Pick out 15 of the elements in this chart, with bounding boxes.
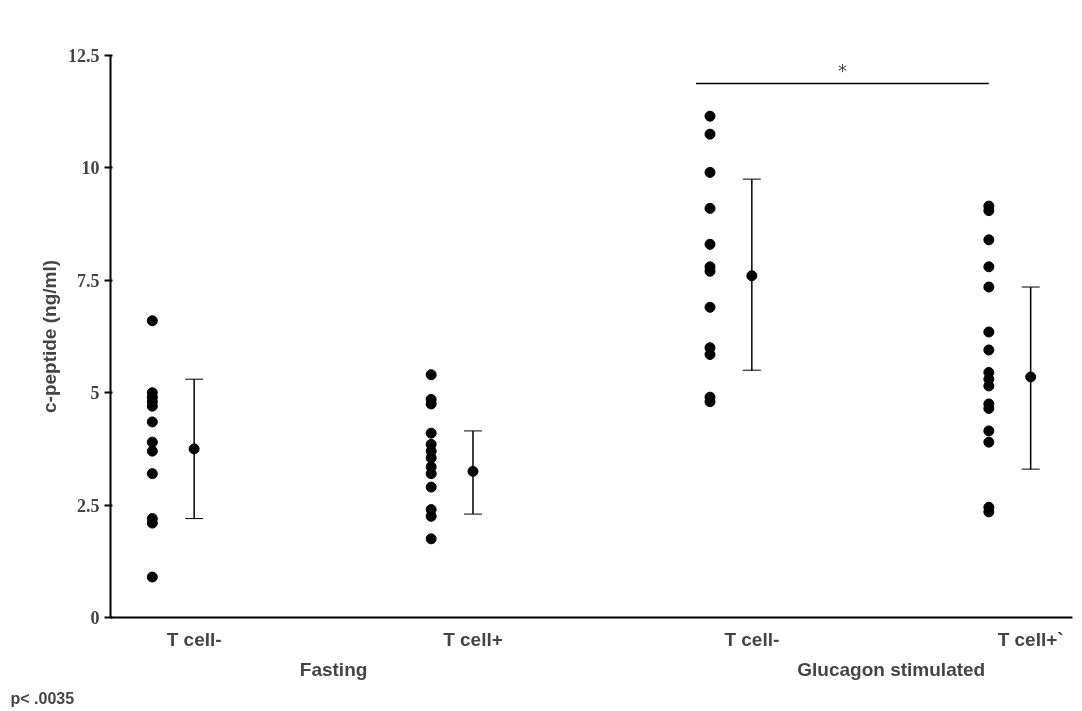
x-tick-label: T cell- bbox=[166, 628, 222, 650]
y-axis-title: c-peptide (ng/ml) bbox=[39, 259, 60, 414]
y-tick-label: 10 bbox=[81, 158, 100, 179]
x-tick-label: T cell+ bbox=[443, 628, 503, 650]
x-tick-label: T cell+` bbox=[997, 628, 1064, 650]
y-tick-label: 2.5 bbox=[77, 495, 100, 516]
y-tick-label: 7.5 bbox=[77, 270, 100, 291]
text: Glucagon stimulated bbox=[797, 658, 986, 680]
text: p< .0035 bbox=[10, 689, 75, 707]
y-tick-label: 5 bbox=[90, 383, 100, 404]
y-tick-label: 0 bbox=[90, 608, 100, 628]
text: Fasting bbox=[299, 658, 368, 680]
y-tick-label: 12.5 bbox=[68, 46, 100, 66]
annotation: * bbox=[837, 60, 847, 82]
x-tick-label: T cell- bbox=[724, 628, 780, 650]
